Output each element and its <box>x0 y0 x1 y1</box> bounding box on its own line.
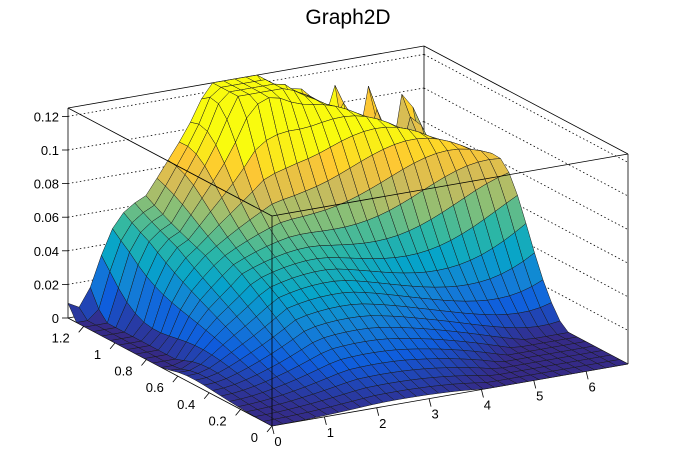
z-gridline-right <box>423 154 629 264</box>
x-tick-label: 2 <box>379 416 386 431</box>
y-tick-label: 0.4 <box>177 397 195 412</box>
x-tick <box>481 389 484 398</box>
y-tick <box>109 342 116 350</box>
y-tick <box>141 359 147 366</box>
y-tick <box>78 326 84 333</box>
z-tick-label: 0 <box>52 311 59 326</box>
x-tick-label: 3 <box>431 407 438 422</box>
z-gridline-right <box>423 54 629 163</box>
surface-plot <box>67 74 629 427</box>
z-gridline-right <box>423 222 629 331</box>
chart-title: Graph2D <box>305 6 390 29</box>
x-tick-label: 0 <box>274 434 281 449</box>
y-tick-label: 1 <box>94 347 101 362</box>
z-tick-label: 0.1 <box>41 143 59 158</box>
x-tick-label: 1 <box>327 425 334 440</box>
y-tick-label: 0.8 <box>114 364 132 379</box>
y-tick <box>203 392 210 400</box>
y-tick-label: 0 <box>251 430 258 445</box>
z-tick-label: 0.02 <box>34 277 59 292</box>
y-tick-label: 0.2 <box>209 413 227 428</box>
x-tick <box>271 425 275 435</box>
y-axis: 0 0.2 0.4 0.6 0.8 1 1.2 <box>52 326 273 445</box>
top-right-edge <box>423 45 629 155</box>
z-gridline-right <box>423 121 629 230</box>
z-tick-label: 0.06 <box>34 210 59 225</box>
z-tick-label: 0.12 <box>34 109 59 124</box>
z-tick-label: 0.04 <box>34 244 59 259</box>
y-tick <box>235 409 241 416</box>
y-tick <box>266 425 273 433</box>
top-front-edge <box>271 153 629 217</box>
top-left-edge <box>67 107 273 217</box>
x-tick <box>376 407 380 416</box>
x-tick-label: 5 <box>536 388 543 403</box>
y-tick <box>172 375 179 383</box>
x-tick <box>428 398 432 407</box>
front-frame <box>67 107 629 426</box>
x-tick-label: 6 <box>589 379 596 394</box>
z-gridline-right <box>423 188 629 298</box>
x-tick-label: 4 <box>484 398 491 413</box>
surface-cell <box>607 359 629 367</box>
y-tick-label: 1.2 <box>52 330 70 345</box>
z-gridline-right <box>423 87 629 197</box>
z-tick-label: 0.08 <box>34 177 59 192</box>
x-tick <box>585 371 589 380</box>
y-tick-label: 0.6 <box>146 380 164 395</box>
z-axis: 0 0.02 0.04 0.06 0.08 0.1 0.12 <box>34 109 68 326</box>
x-tick <box>533 380 537 389</box>
x-tick <box>323 416 327 425</box>
x-axis: 0 1 2 3 4 5 6 <box>271 371 596 449</box>
